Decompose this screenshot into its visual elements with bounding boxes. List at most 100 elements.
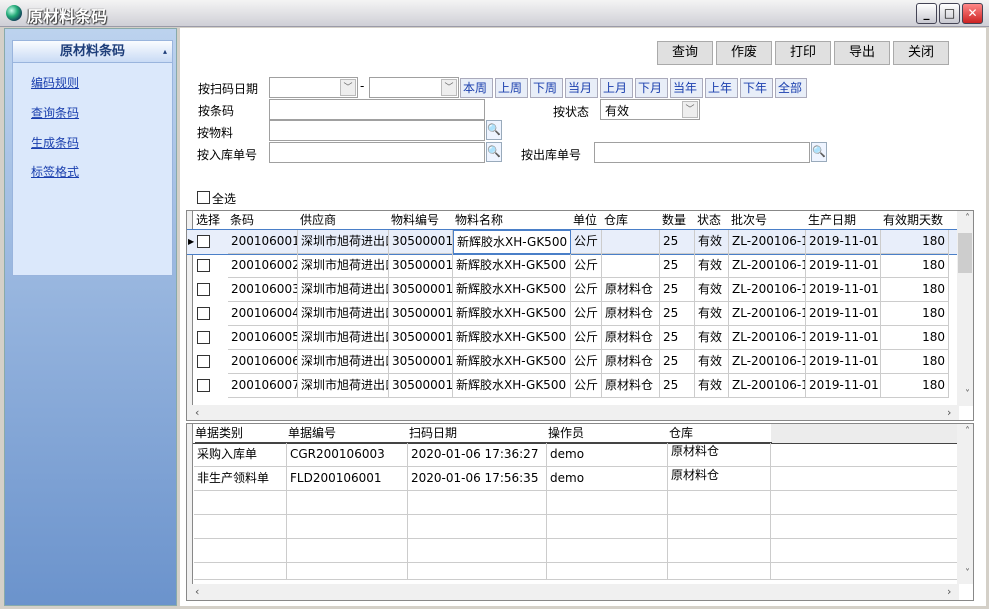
table-cell: 公斤 [571,278,602,302]
table-row[interactable]: 200106005 深圳市旭荷进出口 30500001 新辉胶水XH-GK500 公斤原… [187,326,959,350]
row-checkbox[interactable] [197,283,210,296]
material-label: 按物料 [197,126,234,140]
column-header[interactable]: 扫码日期 [409,424,548,443]
quick-range-button[interactable]: 当年 [670,78,703,98]
sidebar-item-encoding-rules[interactable]: 编码规则 [31,76,80,90]
table-row[interactable]: 采购入库单 CGR200106003 2020-01-06 17:36:27 demo… [187,443,959,467]
table-row [187,539,959,563]
table-cell [602,254,660,278]
column-header[interactable]: 物料名称 [455,211,573,230]
query-button[interactable]: 查询 [657,41,713,65]
column-header[interactable]: 批次号 [731,211,808,230]
column-header[interactable]: 仓库 [604,211,662,230]
scroll-left-icon[interactable]: ‹ [195,585,200,598]
row-checkbox[interactable] [197,259,210,272]
chevron-down-icon[interactable]: ﹀ [340,79,356,96]
quick-range-button[interactable]: 下周 [530,78,563,98]
row-checkbox[interactable] [197,331,210,344]
export-button[interactable]: 导出 [834,41,890,65]
search-icon[interactable]: 🔍 [811,142,827,162]
horizontal-scrollbar[interactable] [187,584,959,600]
horizontal-scrollbar[interactable] [187,405,959,420]
table-row[interactable]: 200106007 深圳市旭荷进出口 30500001 新辉胶水XH-GK500 公斤原… [187,374,959,398]
scroll-down-icon[interactable]: ˅ [965,568,970,579]
scroll-down-icon[interactable]: ˅ [965,389,970,400]
quick-range-button[interactable]: 上月 [600,78,633,98]
sidebar-item-label-format[interactable]: 标签格式 [31,165,80,179]
column-header[interactable]: 数量 [662,211,697,230]
material-input[interactable] [269,120,485,141]
column-header[interactable]: 供应商 [300,211,391,230]
column-header[interactable]: 单位 [573,211,604,230]
scroll-up-icon[interactable]: ˄ [965,213,970,224]
table-row[interactable]: 200106002 深圳市旭荷进出口 30500001 新辉胶水XH-GK500 公斤 2… [187,254,959,278]
void-button[interactable]: 作废 [716,41,772,65]
table-cell: 原材料仓 [602,278,660,302]
in-order-input[interactable] [269,142,485,163]
table-row[interactable]: 200106003 深圳市旭荷进出口 30500001 新辉胶水XH-GK500 公斤原… [187,278,959,302]
scrollbar-thumb[interactable] [958,233,972,273]
sidebar-header[interactable]: 原材料条码 ▴ [13,41,172,63]
app-globe-icon [6,5,22,21]
column-header[interactable]: 操作员 [548,424,669,443]
table-cell: 深圳市旭荷进出口 [298,230,389,254]
maximize-button[interactable]: □ [939,3,960,24]
column-header[interactable]: 单据类别 [195,424,288,443]
column-header[interactable]: 状态 [697,211,731,230]
table-cell: 公斤 [571,254,602,278]
quick-range-button[interactable]: 下年 [740,78,773,98]
status-select[interactable]: 有效 ﹀ [600,99,700,120]
table-row[interactable]: ▶ 200106001 深圳市旭荷进出口 30500001 新辉胶水XH-GK500 公斤… [187,229,960,255]
row-checkbox[interactable] [197,355,210,368]
chevron-down-icon[interactable]: ﹀ [441,79,457,96]
table-cell: 2019-11-01 [806,278,881,302]
column-header[interactable]: 条码 [230,211,300,230]
date-from-picker[interactable]: ﹀ [269,77,358,98]
quick-range-button[interactable]: 当月 [565,78,598,98]
scroll-right-icon[interactable]: › [947,585,952,598]
table-row[interactable]: 非生产领料单 FLD200106001 2020-01-06 17:56:35 dem… [187,467,959,491]
table-cell: 25 [660,350,695,374]
quick-range-button[interactable]: 全部 [775,78,807,98]
date-to-picker[interactable]: ﹀ [369,77,459,98]
barcode-input[interactable] [269,99,485,120]
quick-range-button[interactable]: 上年 [705,78,738,98]
scroll-up-icon[interactable]: ˄ [965,426,970,437]
out-order-input[interactable] [594,142,810,163]
column-header[interactable]: 生产日期 [808,211,883,230]
column-header[interactable]: 有效期天数 [883,211,951,230]
table-cell: 30500001 [389,350,453,374]
table-cell: ZL-200106-1 [729,326,806,350]
select-all-checkbox[interactable] [197,191,210,204]
table-cell [287,491,408,515]
column-header[interactable]: 单据编号 [288,424,409,443]
scroll-left-icon[interactable]: ‹ [195,406,200,419]
table-cell: 原材料仓 [668,467,771,491]
sidebar-item-generate-barcode[interactable]: 生成条码 [31,136,80,150]
quick-range-button[interactable]: 下月 [635,78,668,98]
close-button[interactable]: 关闭 [893,41,949,65]
search-icon[interactable]: 🔍 [486,120,502,140]
table-cell: 200106003 [228,278,298,302]
quick-range-button[interactable]: 上周 [495,78,528,98]
row-checkbox[interactable] [197,235,210,248]
quick-range-button[interactable]: 本周 [460,78,493,98]
collapse-icon[interactable]: ▴ [162,47,167,56]
table-cell: 公斤 [571,230,602,254]
table-cell: 原材料仓 [602,374,660,398]
close-window-button[interactable]: ✕ [962,3,983,24]
row-checkbox[interactable] [197,379,210,392]
sidebar-item-query-barcode[interactable]: 查询条码 [31,106,80,120]
print-button[interactable]: 打印 [775,41,831,65]
table-row[interactable]: 200106006 深圳市旭荷进出口 30500001 新辉胶水XH-GK500 公斤原… [187,350,959,374]
column-header[interactable]: 物料编号 [391,211,455,230]
chevron-down-icon[interactable]: ﹀ [682,101,698,118]
column-header[interactable]: 选择 [196,211,230,230]
column-header[interactable]: 仓库 [669,424,772,443]
row-checkbox[interactable] [197,307,210,320]
vertical-scrollbar[interactable] [957,424,973,584]
table-row[interactable]: 200106004 深圳市旭荷进出口 30500001 新辉胶水XH-GK500 公斤原… [187,302,959,326]
minimize-button[interactable]: _ [916,3,937,24]
scroll-right-icon[interactable]: › [947,406,952,419]
search-icon[interactable]: 🔍 [486,142,502,162]
